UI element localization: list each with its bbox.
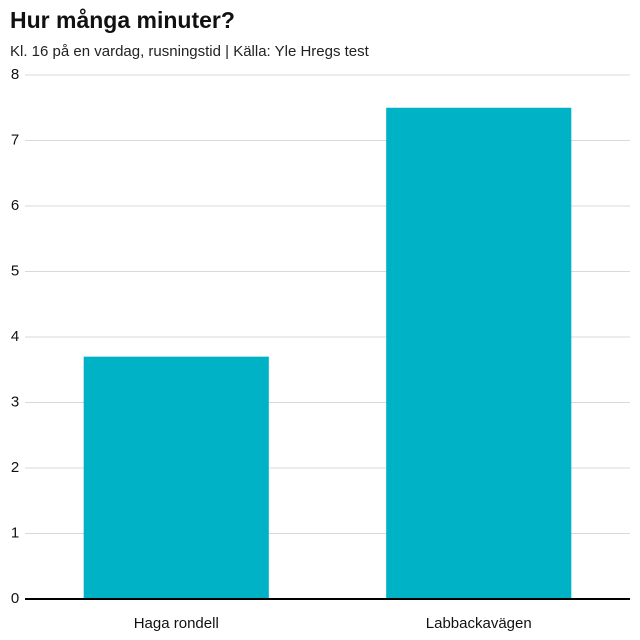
y-tick-label: 8 [11, 66, 19, 83]
x-tick-label: Haga rondell [134, 615, 219, 632]
chart-title: Hur många minuter? [10, 7, 235, 33]
y-tick-label: 0 [11, 590, 19, 607]
bar [386, 107, 572, 599]
y-tick-label: 7 [11, 131, 19, 148]
y-tick-label: 3 [11, 393, 19, 410]
y-tick-label: 6 [11, 197, 19, 214]
y-tick-label: 1 [11, 524, 19, 541]
bar [83, 356, 269, 599]
y-tick-label: 5 [11, 262, 19, 279]
x-tick-label: Labbackavägen [426, 615, 532, 632]
y-tick-label: 4 [11, 328, 19, 345]
chart-subtitle: Kl. 16 på en vardag, rusningstid | Källa… [10, 43, 370, 60]
y-tick-label: 2 [11, 459, 19, 476]
